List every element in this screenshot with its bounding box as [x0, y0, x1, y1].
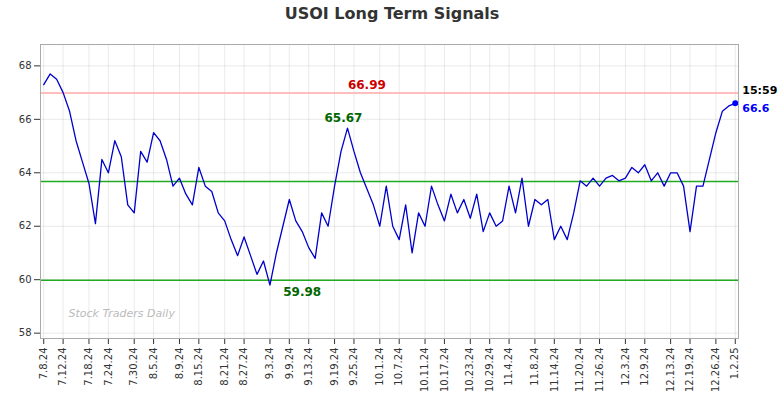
svg-text:10.29.24: 10.29.24 — [484, 348, 495, 393]
svg-text:11.26.24: 11.26.24 — [594, 348, 605, 393]
svg-text:12.13.24: 12.13.24 — [665, 348, 676, 393]
svg-text:10.11.24: 10.11.24 — [419, 348, 430, 393]
svg-text:10.17.24: 10.17.24 — [439, 348, 450, 393]
svg-text:66.99: 66.99 — [348, 78, 386, 92]
svg-text:66: 66 — [19, 114, 32, 125]
svg-text:8.15.24: 8.15.24 — [193, 348, 204, 386]
svg-text:12.26.24: 12.26.24 — [710, 348, 721, 393]
svg-text:11.4.24: 11.4.24 — [503, 348, 514, 386]
svg-text:11.14.24: 11.14.24 — [549, 348, 560, 393]
svg-text:7.8.24: 7.8.24 — [38, 348, 49, 380]
svg-text:68: 68 — [19, 60, 32, 71]
svg-text:58: 58 — [19, 327, 32, 338]
svg-text:12.9.24: 12.9.24 — [639, 348, 650, 386]
svg-text:12.19.24: 12.19.24 — [684, 348, 695, 393]
svg-text:60: 60 — [19, 274, 32, 285]
svg-text:9.13.24: 9.13.24 — [303, 348, 314, 386]
svg-text:64: 64 — [19, 167, 32, 178]
svg-text:11.8.24: 11.8.24 — [529, 348, 540, 386]
svg-text:7.12.24: 7.12.24 — [57, 348, 68, 386]
svg-text:1.2.25: 1.2.25 — [729, 348, 740, 380]
svg-text:10.23.24: 10.23.24 — [464, 348, 475, 393]
svg-text:8.21.24: 8.21.24 — [219, 348, 230, 386]
svg-text:Stock Traders Daily: Stock Traders Daily — [69, 307, 176, 320]
svg-text:10.7.24: 10.7.24 — [393, 348, 404, 386]
svg-text:9.25.24: 9.25.24 — [348, 348, 359, 386]
svg-text:62: 62 — [19, 220, 32, 231]
svg-text:10.1.24: 10.1.24 — [374, 348, 385, 386]
svg-text:9.9.24: 9.9.24 — [284, 348, 295, 380]
svg-text:8.9.24: 8.9.24 — [174, 348, 185, 380]
html-text:USOI Long Term Signals: USOI Long Term Signals — [284, 4, 500, 23]
svg-text:9.3.24: 9.3.24 — [264, 348, 275, 380]
svg-text:66.6: 66.6 — [742, 102, 769, 115]
svg-text:59.98: 59.98 — [283, 285, 321, 299]
svg-text:7.30.24: 7.30.24 — [128, 348, 139, 386]
svg-text:11.20.24: 11.20.24 — [574, 348, 585, 393]
svg-text:8.5.24: 8.5.24 — [148, 348, 159, 380]
svg-text:65.67: 65.67 — [325, 111, 363, 125]
svg-text:7.18.24: 7.18.24 — [83, 348, 94, 386]
svg-text:7.24.24: 7.24.24 — [103, 348, 114, 386]
svg-text:9.19.24: 9.19.24 — [329, 348, 340, 386]
svg-text:15:59: 15:59 — [742, 84, 777, 97]
svg-text:12.3.24: 12.3.24 — [620, 348, 631, 386]
svg-text:8.27.24: 8.27.24 — [238, 348, 249, 386]
